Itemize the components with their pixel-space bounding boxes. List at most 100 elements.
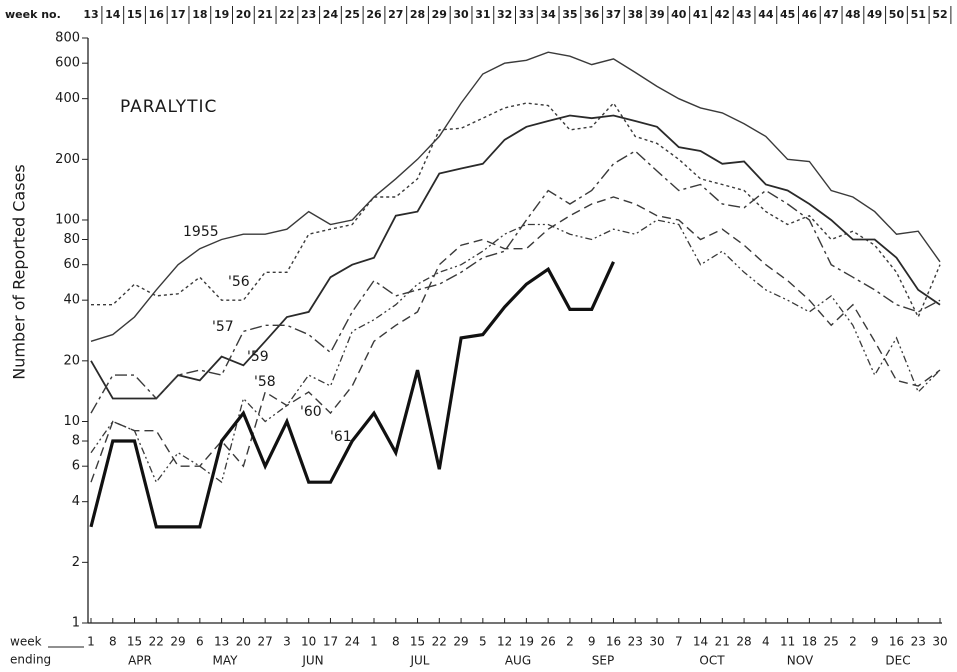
y-tick-label: 6 [72, 459, 80, 474]
y-tick-label: 80 [63, 232, 80, 247]
x-tick-label: 5 [479, 635, 487, 649]
y-tick-label: 400 [55, 91, 80, 106]
series-line [90, 219, 941, 484]
x-tick-label: 13 [214, 635, 229, 649]
x-axis-label: week [10, 635, 42, 649]
week-number: 21 [257, 8, 272, 21]
y-tick-label: 800 [55, 31, 80, 46]
x-tick-label: 2 [849, 635, 857, 649]
week-number: 23 [301, 8, 316, 21]
x-tick-label: 30 [649, 635, 664, 649]
week-number: 24 [323, 8, 339, 21]
x-tick-label: 6 [196, 635, 204, 649]
week-number: 35 [562, 8, 577, 21]
week-number: 19 [214, 8, 229, 21]
x-tick-label: 26 [541, 635, 556, 649]
week-number: 22 [279, 8, 294, 21]
y-tick-label: 40 [63, 293, 80, 308]
week-number: 44 [758, 8, 774, 21]
series-label: '58 [254, 374, 276, 390]
week-number-label: week no. [5, 8, 61, 21]
x-tick-label: 8 [392, 635, 400, 649]
week-number: 45 [780, 8, 795, 21]
x-tick-label: 15 [127, 635, 142, 649]
y-axis-label: Number of Reported Cases [10, 164, 29, 379]
week-number: 31 [475, 8, 490, 21]
week-number: 51 [911, 8, 926, 21]
x-tick-label: 21 [715, 635, 730, 649]
x-tick-label: 11 [780, 635, 795, 649]
week-number: 13 [83, 8, 98, 21]
x-tick-label: 10 [301, 635, 316, 649]
y-tick-label: 8 [72, 434, 80, 449]
y-tick-label: 600 [55, 56, 80, 71]
week-number: 16 [149, 8, 165, 21]
week-number: 18 [192, 8, 207, 21]
week-number: 15 [127, 8, 142, 21]
y-tick-label: 2 [72, 555, 80, 570]
week-number: 37 [606, 8, 621, 21]
month-label: JUL [409, 654, 429, 668]
week-number: 33 [519, 8, 534, 21]
x-tick-label: 7 [675, 635, 683, 649]
series-line [90, 114, 941, 400]
series-label: 1955 [183, 224, 219, 240]
month-label: JUN [301, 654, 323, 668]
y-tick-label: 100 [55, 212, 80, 227]
month-label: SEP [592, 654, 614, 668]
week-number: 32 [497, 8, 512, 21]
x-tick-label: 28 [736, 635, 751, 649]
week-number: 52 [932, 8, 947, 21]
x-tick-label: 4 [762, 635, 770, 649]
x-tick-label: 29 [453, 635, 468, 649]
x-tick-label: 30 [932, 635, 947, 649]
x-tick-label: 20 [236, 635, 251, 649]
y-tick-label: 200 [55, 152, 80, 167]
x-tick-label: 29 [170, 635, 185, 649]
month-label: AUG [505, 654, 531, 668]
x-tick-label: 2 [566, 635, 574, 649]
series-label: '57 [212, 319, 234, 335]
x-tick-label: 16 [606, 635, 621, 649]
x-tick-label: 22 [149, 635, 164, 649]
week-number: 41 [693, 8, 708, 21]
x-tick-label: 24 [345, 635, 360, 649]
x-tick-label: 18 [802, 635, 817, 649]
x-tick-label: 23 [911, 635, 926, 649]
x-tick-label: 9 [871, 635, 879, 649]
week-number: 49 [867, 8, 882, 21]
series-label: '56 [228, 274, 250, 290]
week-number: 27 [388, 8, 403, 21]
week-number: 48 [845, 8, 860, 21]
week-number: 25 [345, 8, 360, 21]
series-line [90, 51, 941, 342]
series-label: '60 [300, 404, 322, 420]
month-label: APR [128, 654, 152, 668]
week-number: 28 [410, 8, 425, 21]
week-number: 14 [105, 8, 121, 21]
week-number: 46 [802, 8, 818, 21]
month-label: MAY [213, 654, 239, 668]
x-tick-label: 9 [588, 635, 596, 649]
y-tick-label: 1 [72, 616, 80, 631]
y-tick-label: 20 [63, 353, 80, 368]
x-tick-label: 15 [410, 635, 425, 649]
x-tick-label: 25 [824, 635, 839, 649]
week-number: 20 [236, 8, 252, 21]
series-line [90, 150, 941, 414]
series-line [91, 101, 941, 319]
week-number: 40 [671, 8, 687, 21]
x-tick-label: 1 [87, 635, 95, 649]
series-line [90, 196, 941, 483]
y-tick-label: 60 [63, 257, 80, 272]
x-tick-label: 1 [370, 635, 378, 649]
x-tick-label: 19 [519, 635, 534, 649]
series-label: '61 [330, 429, 352, 445]
month-label: DEC [885, 654, 910, 668]
month-label: NOV [787, 654, 814, 668]
week-number: 29 [432, 8, 447, 21]
x-tick-label: 12 [497, 635, 512, 649]
x-tick-label: 17 [323, 635, 338, 649]
week-number: 47 [823, 8, 838, 21]
